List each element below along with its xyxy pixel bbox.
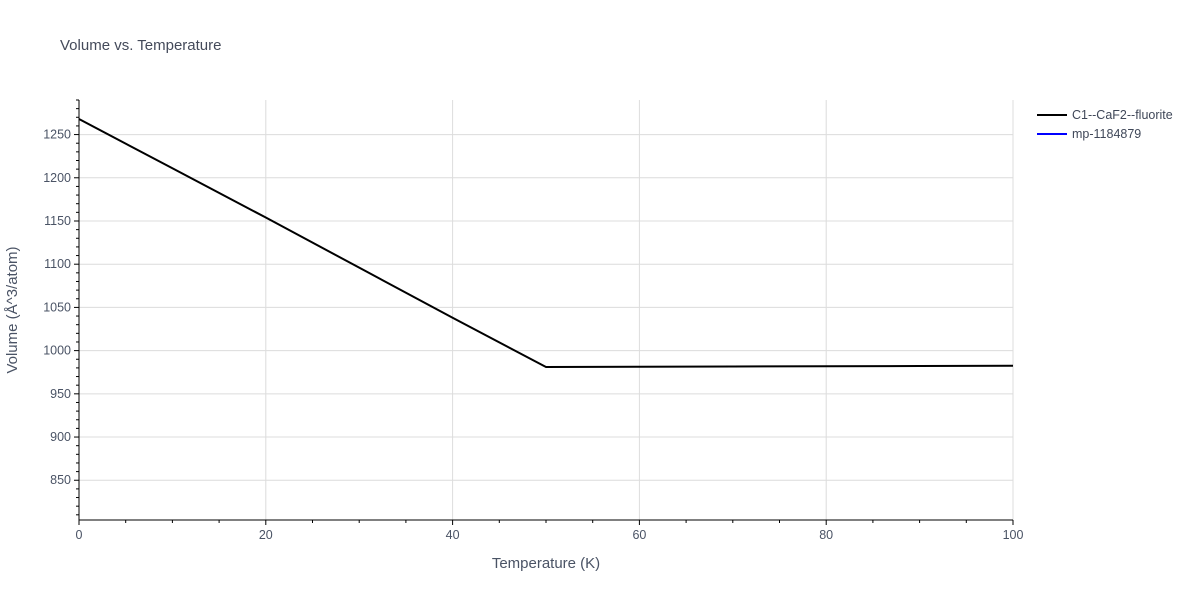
x-tick-label: 0 — [76, 528, 83, 542]
legend-label: mp-1184879 — [1072, 127, 1141, 141]
x-tick-label: 60 — [632, 528, 646, 542]
y-tick-label: 1100 — [44, 257, 71, 271]
x-axis-title: Temperature (K) — [492, 555, 600, 572]
y-tick-label: 1000 — [43, 344, 71, 358]
y-tick-label: 850 — [50, 473, 71, 487]
y-tick-label: 1200 — [43, 171, 71, 185]
y-tick-label: 1150 — [44, 214, 71, 228]
legend[interactable]: C1--CaF2--fluorite mp-1184879 — [1037, 108, 1173, 141]
x-tick-label: 100 — [1003, 528, 1024, 542]
series-layer — [78, 118, 1014, 369]
legend-item[interactable]: mp-1184879 — [1037, 127, 1141, 141]
y-tick-label: 1050 — [43, 300, 71, 314]
chart-title: Volume vs. Temperature — [60, 37, 221, 54]
legend-label: C1--CaF2--fluorite — [1072, 108, 1173, 122]
legend-item[interactable]: C1--CaF2--fluorite — [1037, 108, 1173, 122]
y-tick-label: 950 — [50, 387, 71, 401]
axis-layer: 0 20 40 60 80 100 850 900 950 1000 1050 1100 1150 120… — [43, 99, 1024, 542]
y-tick-label: 1250 — [43, 128, 71, 142]
x-tick-label: 20 — [259, 528, 273, 542]
x-tick-label: 80 — [819, 528, 833, 542]
grid-layer — [79, 100, 1014, 520]
x-tick-label: 40 — [446, 528, 460, 542]
y-axis-title: Volume (Å^3/atom) — [4, 246, 21, 373]
y-tick-label: 900 — [50, 430, 71, 444]
series-line — [78, 118, 1014, 369]
